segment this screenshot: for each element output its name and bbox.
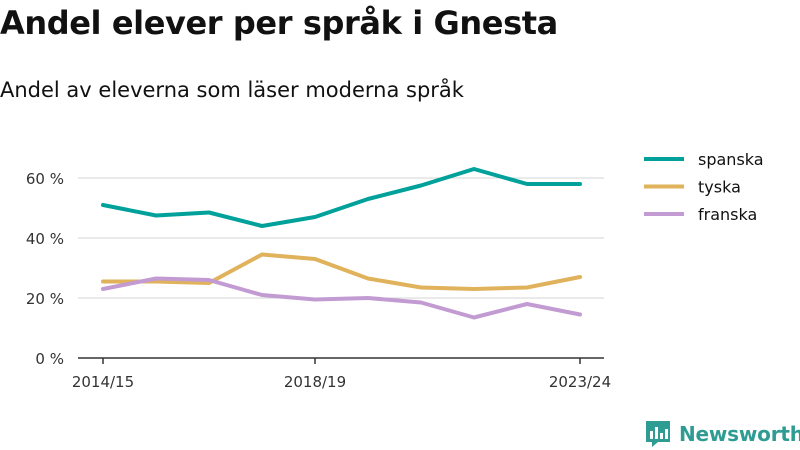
y-tick-label: 0 % (35, 350, 64, 368)
chart-subtitle: Andel av eleverna som läser moderna språ… (0, 78, 464, 102)
chart-title: Andel elever per språk i Gnesta (0, 4, 558, 42)
x-tick-label: 2014/15 (72, 373, 134, 391)
legend-label-spanska: spanska (698, 150, 764, 169)
legend-label-franska: franska (698, 205, 757, 224)
y-tick-label: 40 % (26, 230, 64, 248)
legend: spanska tyska franska (644, 150, 764, 224)
brand-name: Newsworthy (679, 422, 800, 446)
brand: Newsworthy (645, 420, 800, 448)
series-line-tyska (101, 252, 582, 291)
series-line-franska (101, 276, 582, 320)
legend-label-tyska: tyska (698, 178, 741, 197)
newsworthy-logo-icon (646, 421, 670, 447)
series-line-spanska (101, 167, 582, 228)
x-tick-label: 2018/19 (284, 373, 346, 391)
x-tick-label: 2023/24 (549, 373, 611, 391)
series-lines (101, 167, 582, 320)
y-tick-label: 60 % (26, 170, 64, 188)
y-tick-label: 20 % (26, 290, 64, 308)
axes: 0 % 20 % 40 % 60 % 2014/15 2018/19 2023/24 (26, 170, 611, 391)
